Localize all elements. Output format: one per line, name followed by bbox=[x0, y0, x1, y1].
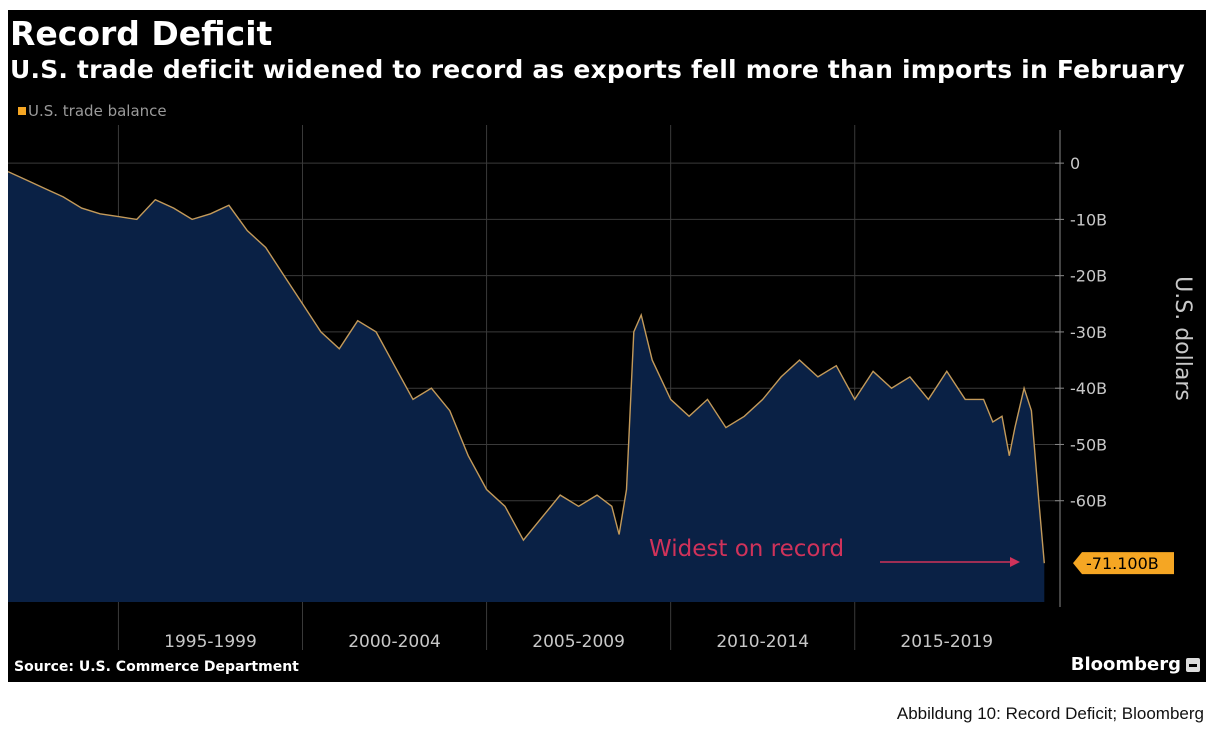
y-tick-label-4: -40B bbox=[1070, 379, 1107, 398]
legend-label: U.S. trade balance bbox=[28, 102, 167, 120]
brand-logo: Bloomberg bbox=[1071, 654, 1200, 675]
chart-subtitle: U.S. trade deficit widened to record as … bbox=[10, 55, 1185, 84]
legend-swatch bbox=[18, 107, 26, 115]
series-area bbox=[8, 171, 1045, 602]
y-tick-label-3: -30B bbox=[1070, 323, 1107, 342]
x-period-label-2: 2005-2009 bbox=[532, 632, 625, 652]
figure-caption: Abbildung 10: Record Deficit; Bloomberg bbox=[896, 704, 1204, 723]
y-tick-label-6: -60B bbox=[1070, 492, 1107, 511]
x-period-label-3: 2010-2014 bbox=[716, 632, 809, 652]
brand-name: Bloomberg bbox=[1070, 654, 1181, 675]
chart-panel: Record Deficit U.S. trade deficit widene… bbox=[8, 10, 1206, 682]
annotation-text: Widest on record bbox=[649, 536, 844, 562]
source-note: Source: U.S. Commerce Department bbox=[14, 659, 299, 675]
x-period-label-0: 1995-1999 bbox=[164, 632, 257, 652]
trade-balance-chart: 0 -10B -20B -30B -40B -50B -60B U.S. dollars 199… bbox=[8, 125, 1195, 652]
last-value-label: -71.100B bbox=[1086, 554, 1159, 573]
y-tick-label-0: 0 bbox=[1070, 154, 1080, 173]
legend: U.S. trade balance bbox=[18, 102, 167, 120]
chart-title: Record Deficit bbox=[10, 14, 273, 53]
y-tick-label-2: -20B bbox=[1070, 267, 1107, 286]
series-line bbox=[8, 170, 1045, 564]
x-period-label-4: 2015-2019 bbox=[900, 632, 993, 652]
y-axis-title: U.S. dollars bbox=[1170, 276, 1195, 401]
bloomberg-terminal-icon bbox=[1186, 657, 1200, 672]
y-tick-label-1: -10B bbox=[1070, 210, 1107, 229]
x-period-label-1: 2000-2004 bbox=[348, 632, 441, 652]
annotation-arrowhead bbox=[1010, 557, 1020, 567]
last-value-badge bbox=[1073, 552, 1174, 575]
y-tick-label-5: -50B bbox=[1070, 435, 1107, 454]
